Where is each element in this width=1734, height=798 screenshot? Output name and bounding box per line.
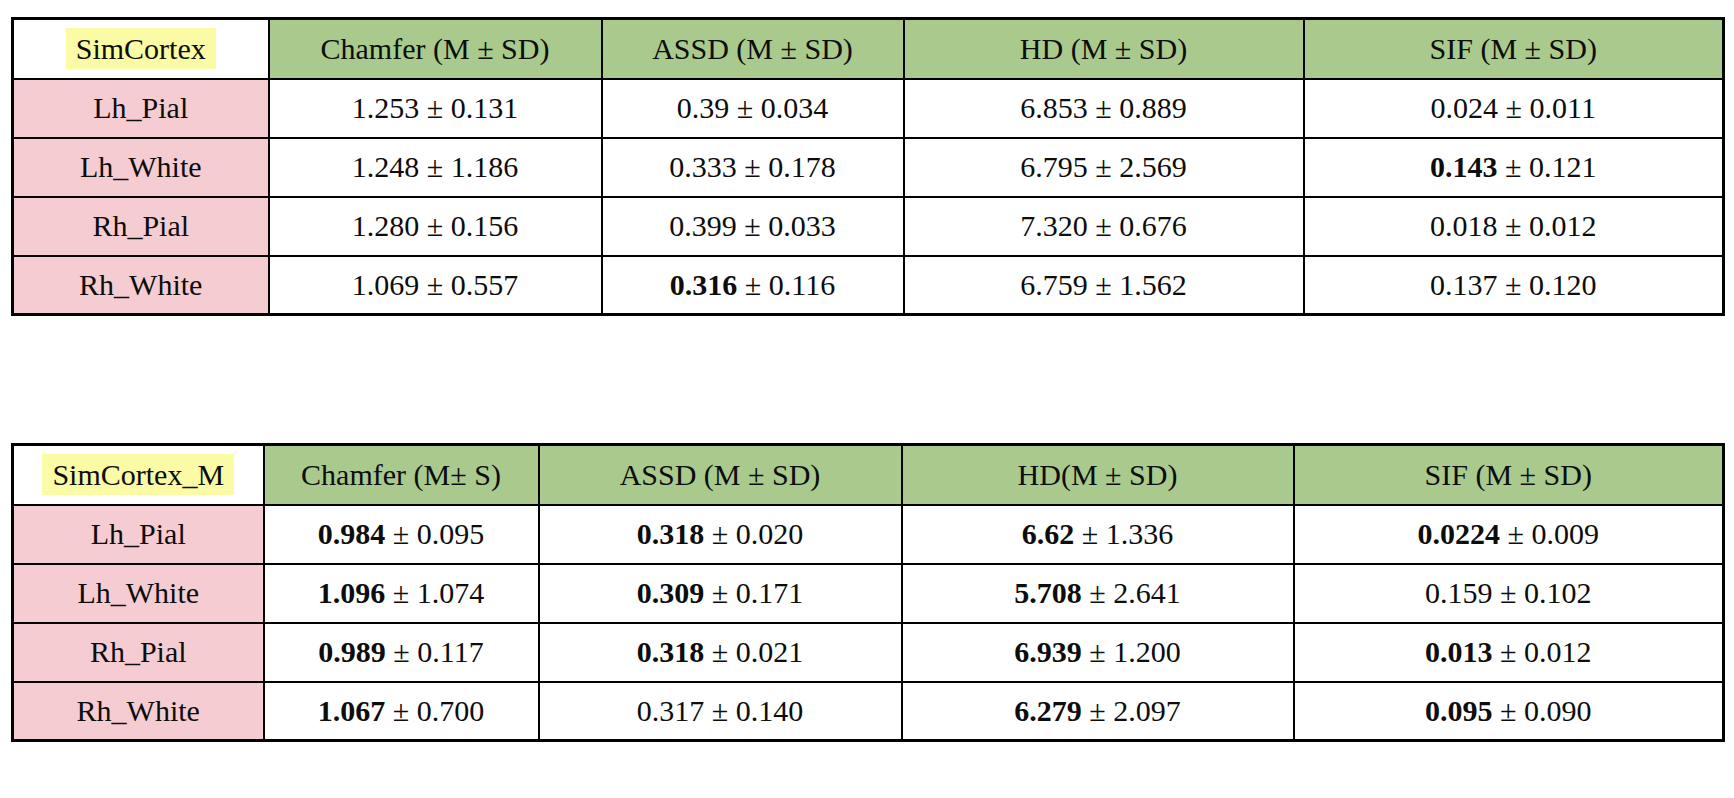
metric-cell: 0.024 ± 0.011	[1304, 79, 1724, 138]
column-header-sif: SIF (M ± SD)	[1304, 19, 1724, 79]
metric-cell: 0.316 ± 0.116	[602, 256, 904, 315]
row-label-cell: Rh_White	[13, 682, 264, 741]
row-label-cell: Rh_White	[13, 256, 269, 315]
row-label-cell: Lh_Pial	[13, 79, 269, 138]
row-label-cell: Lh_White	[13, 138, 269, 197]
column-header-hd: HD (M ± SD)	[904, 19, 1304, 79]
metric-cell: 0.333 ± 0.178	[602, 138, 904, 197]
page: SimCortex Chamfer (M ± SD) ASSD (M ± SD)…	[0, 0, 1734, 798]
column-header-sif: SIF (M ± SD)	[1294, 445, 1724, 505]
corner-cell: SimCortex_M	[13, 445, 264, 505]
metric-cell: 0.318 ± 0.021	[539, 623, 902, 682]
metric-cell: 0.143 ± 0.121	[1304, 138, 1724, 197]
row-label-cell: Lh_Pial	[13, 505, 264, 564]
table-row: Rh_Pial 0.989 ± 0.117 0.318 ± 0.021 6.93…	[13, 623, 1724, 682]
column-header-chamfer: Chamfer (M ± SD)	[269, 19, 602, 79]
row-label-cell: Lh_White	[13, 564, 264, 623]
column-header-assd: ASSD (M ± SD)	[602, 19, 904, 79]
metric-cell: 0.39 ± 0.034	[602, 79, 904, 138]
metric-cell: 0.0224 ± 0.009	[1294, 505, 1724, 564]
metric-cell: 6.759 ± 1.562	[904, 256, 1304, 315]
highlighted-table-title: SimCortex	[66, 28, 216, 69]
metric-cell: 1.096 ± 1.074	[264, 564, 539, 623]
column-header-chamfer: Chamfer (M± S)	[264, 445, 539, 505]
metric-cell: 1.069 ± 0.557	[269, 256, 602, 315]
row-label-cell: Rh_Pial	[13, 197, 269, 256]
table-row: SimCortex Chamfer (M ± SD) ASSD (M ± SD)…	[13, 19, 1724, 79]
metric-cell: 6.795 ± 2.569	[904, 138, 1304, 197]
metric-cell: 0.309 ± 0.171	[539, 564, 902, 623]
metric-cell: 0.984 ± 0.095	[264, 505, 539, 564]
metric-cell: 0.989 ± 0.117	[264, 623, 539, 682]
metric-cell: 5.708 ± 2.641	[902, 564, 1294, 623]
metric-cell: 6.853 ± 0.889	[904, 79, 1304, 138]
metric-cell: 6.279 ± 2.097	[902, 682, 1294, 741]
metric-cell: 0.137 ± 0.120	[1304, 256, 1724, 315]
table-row: Lh_White 1.096 ± 1.074 0.309 ± 0.171 5.7…	[13, 564, 1724, 623]
metric-cell: 1.280 ± 0.156	[269, 197, 602, 256]
table-row: SimCortex_M Chamfer (M± S) ASSD (M ± SD)…	[13, 445, 1724, 505]
metric-cell: 6.939 ± 1.200	[902, 623, 1294, 682]
metric-cell: 0.013 ± 0.012	[1294, 623, 1724, 682]
metric-cell: 7.320 ± 0.676	[904, 197, 1304, 256]
metric-cell: 1.248 ± 1.186	[269, 138, 602, 197]
metric-cell: 0.095 ± 0.090	[1294, 682, 1724, 741]
table-row: Lh_Pial 1.253 ± 0.131 0.39 ± 0.034 6.853…	[13, 79, 1724, 138]
metric-cell: 0.159 ± 0.102	[1294, 564, 1724, 623]
column-header-hd: HD(M ± SD)	[902, 445, 1294, 505]
metric-cell: 0.018 ± 0.012	[1304, 197, 1724, 256]
corner-cell: SimCortex	[13, 19, 269, 79]
simcortex-m-table: SimCortex_M Chamfer (M± S) ASSD (M ± SD)…	[11, 443, 1725, 742]
table-row: Rh_White 1.069 ± 0.557 0.316 ± 0.116 6.7…	[13, 256, 1724, 315]
table-row: Lh_White 1.248 ± 1.186 0.333 ± 0.178 6.7…	[13, 138, 1724, 197]
table-row: Lh_Pial 0.984 ± 0.095 0.318 ± 0.020 6.62…	[13, 505, 1724, 564]
metric-cell: 0.399 ± 0.033	[602, 197, 904, 256]
metric-cell: 0.317 ± 0.140	[539, 682, 902, 741]
metric-cell: 1.253 ± 0.131	[269, 79, 602, 138]
simcortex-table: SimCortex Chamfer (M ± SD) ASSD (M ± SD)…	[11, 17, 1725, 316]
metric-cell: 0.318 ± 0.020	[539, 505, 902, 564]
metric-cell: 6.62 ± 1.336	[902, 505, 1294, 564]
metric-cell: 1.067 ± 0.700	[264, 682, 539, 741]
highlighted-table-title: SimCortex_M	[42, 454, 234, 495]
row-label-cell: Rh_Pial	[13, 623, 264, 682]
table-row: Rh_White 1.067 ± 0.700 0.317 ± 0.140 6.2…	[13, 682, 1724, 741]
table-row: Rh_Pial 1.280 ± 0.156 0.399 ± 0.033 7.32…	[13, 197, 1724, 256]
column-header-assd: ASSD (M ± SD)	[539, 445, 902, 505]
